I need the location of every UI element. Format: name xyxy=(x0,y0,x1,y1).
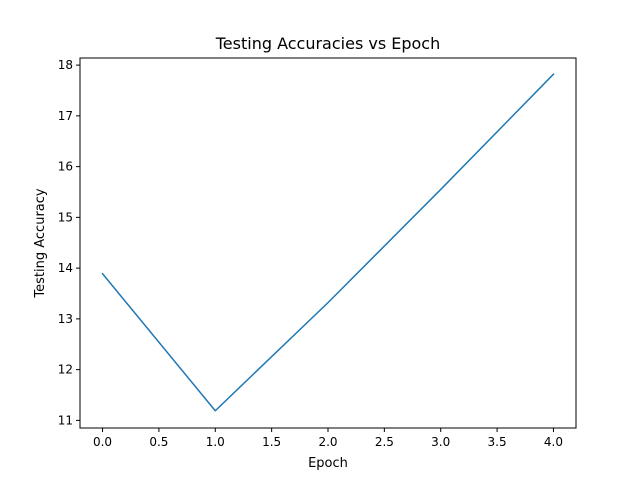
axes-frame xyxy=(79,57,577,429)
x-tick-label: 4.0 xyxy=(544,435,563,449)
y-axis-label: Testing Accuracy xyxy=(33,188,48,298)
axes-background xyxy=(80,58,576,428)
x-tick-label: 1.5 xyxy=(262,435,281,449)
y-tick-label: 16 xyxy=(58,160,73,174)
x-tick-label: 3.5 xyxy=(488,435,507,449)
y-tick-label: 15 xyxy=(58,210,73,224)
x-tick-label: 3.0 xyxy=(431,435,450,449)
chart-title: Testing Accuracies vs Epoch xyxy=(215,34,441,53)
x-tick-label: 0.0 xyxy=(93,435,112,449)
y-tick-label: 12 xyxy=(58,363,73,377)
series-layer xyxy=(101,73,555,412)
x-tick-label: 1.0 xyxy=(206,435,225,449)
x-tick-label: 2.5 xyxy=(375,435,394,449)
x-axis-label: Epoch xyxy=(308,456,348,471)
x-tick-label: 0.5 xyxy=(149,435,168,449)
x-tick-label: 2.0 xyxy=(318,435,337,449)
y-tick-label: 14 xyxy=(58,261,73,275)
y-tick-label: 13 xyxy=(58,312,73,326)
y-axis: 11 12 13 14 15 16 17 18 xyxy=(58,58,80,427)
x-axis: 0.0 0.5 1.0 1.5 2.0 2.5 3.0 3.5 4.0 xyxy=(93,428,563,449)
series-line xyxy=(101,73,555,412)
y-tick-label: 18 xyxy=(58,58,73,72)
y-tick-label: 11 xyxy=(58,413,73,427)
y-tick-label: 17 xyxy=(58,109,73,123)
plot-area: 0.0 0.5 1.0 1.5 2.0 2.5 3.0 3.5 4.0 11 12 13 14 15 16… xyxy=(58,57,577,449)
